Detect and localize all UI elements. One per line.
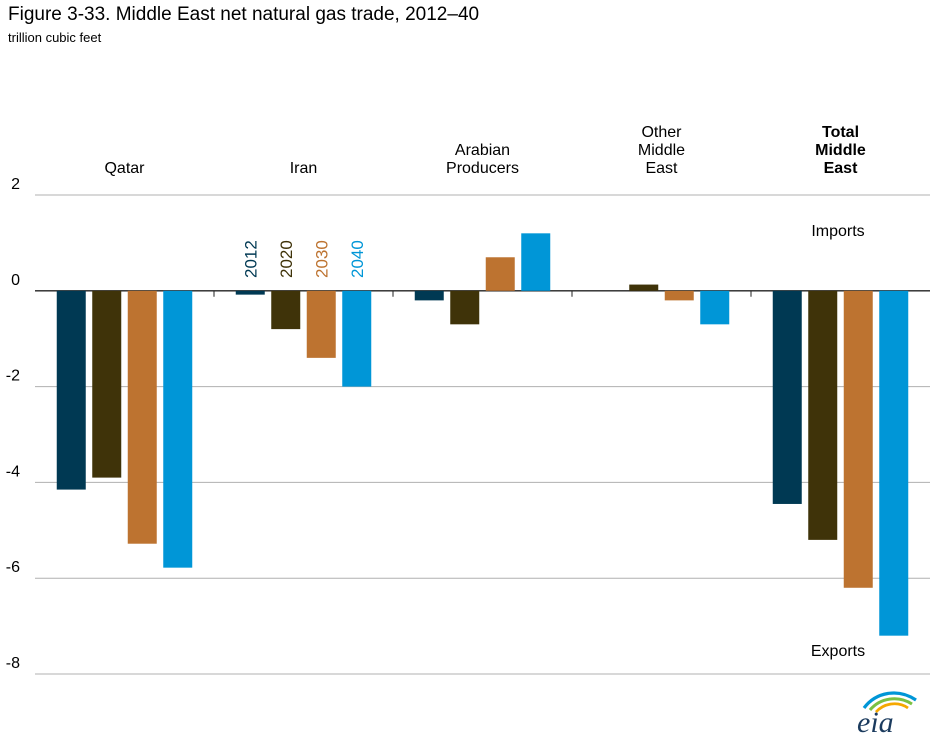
y-tick-label: 0	[11, 272, 20, 289]
bar-2020	[271, 290, 301, 330]
legend-label-2040: 2040	[348, 240, 367, 278]
legend-label-2020: 2020	[277, 240, 296, 278]
bar-2030	[306, 290, 336, 358]
eia-logo: eia	[852, 686, 922, 739]
chart-title: Figure 3-33. Middle East net natural gas…	[8, 4, 480, 25]
bar-2040	[163, 290, 193, 568]
y-tick-label: -6	[6, 559, 20, 576]
bar-2030	[843, 290, 873, 588]
bar-2040	[342, 290, 372, 387]
category-label: Arabian	[455, 142, 510, 159]
y-tick-label: -4	[6, 463, 20, 480]
bar-2012	[235, 290, 265, 295]
legend-label-2030: 2030	[312, 240, 331, 278]
bar-2040	[879, 290, 909, 636]
bar-2012	[56, 290, 86, 490]
legend: 2012 2020 2030 2040	[241, 240, 367, 278]
category-labels: Qatar IranArabianProducersOtherMiddleEast…	[104, 124, 865, 177]
category-label: Producers	[446, 160, 519, 177]
exports-annotation: Exports	[811, 643, 865, 660]
category-label: Total	[822, 124, 859, 141]
category-label: East	[824, 160, 858, 177]
bar-2020	[92, 290, 122, 478]
y-tick-label: -8	[6, 655, 20, 672]
logo-text: eia	[857, 706, 894, 734]
bars	[56, 233, 909, 636]
bar-2030	[664, 290, 694, 301]
category-label: Iran	[290, 160, 318, 177]
category-label: Qatar	[104, 160, 145, 177]
bar-2012	[414, 290, 444, 301]
y-tick-label: 2	[11, 176, 20, 193]
category-label: East	[645, 160, 678, 177]
imports-annotation: Imports	[811, 223, 864, 240]
legend-label-2012: 2012	[241, 240, 260, 278]
bar-2020	[629, 284, 659, 291]
bar-2030	[127, 290, 157, 544]
category-label: Other	[641, 124, 682, 141]
bar-2030	[485, 257, 515, 291]
bar-2012	[772, 290, 802, 504]
bar-2040	[700, 290, 730, 325]
y-tick-label: -2	[6, 368, 20, 385]
bar-2020	[450, 290, 480, 325]
category-label: Middle	[815, 142, 866, 159]
bar-2040	[521, 233, 551, 291]
bar-2020	[808, 290, 838, 540]
y-axis-ticks: 2 0 -2 -4 -6 -8	[6, 176, 20, 672]
category-label: Middle	[638, 142, 685, 159]
chart-subtitle: trillion cubic feet	[8, 30, 102, 45]
